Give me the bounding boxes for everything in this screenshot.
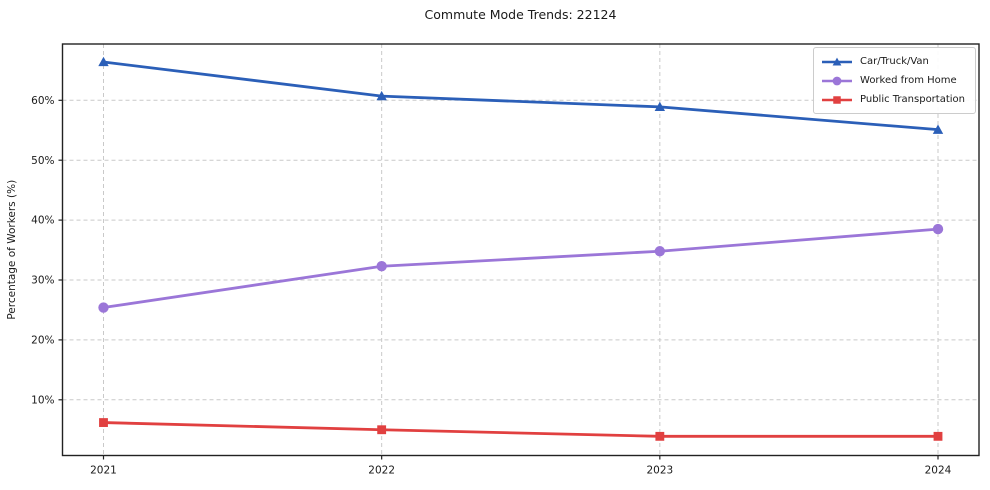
triangle-marker (932, 124, 944, 134)
y-axis-label: Percentage of Workers (%) (6, 180, 18, 320)
legend-label: Worked from Home (860, 75, 957, 86)
triangle-marker (376, 90, 387, 101)
plot-border (61, 43, 980, 457)
y-tick-label: 50% (31, 155, 54, 167)
legend-line-marker-icon (821, 56, 853, 68)
triangle-marker (98, 56, 109, 67)
circle-marker (376, 261, 387, 272)
legend-item-car-truck-van: Car/Truck/Van (821, 53, 965, 70)
y-tick-label: 60% (31, 95, 54, 107)
triangle-marker (832, 57, 842, 66)
y-tick-label: 40% (31, 215, 54, 227)
legend-item-worked-from-home: Worked from Home (821, 72, 965, 89)
circle-marker (654, 246, 666, 257)
series-line (103, 60, 939, 132)
x-tick-label: 2021 (90, 465, 117, 477)
y-tick-label: 10% (31, 394, 54, 406)
legend-label: Public Transportation (860, 94, 965, 105)
square-marker (933, 431, 943, 441)
x-tick-label: 2023 (646, 465, 673, 477)
legend-item-public-transportation: Public Transportation (821, 91, 965, 108)
legend-label: Car/Truck/Van (860, 56, 929, 67)
legend: Car/Truck/Van Worked from Home Public Tr… (813, 47, 976, 114)
square-marker (99, 418, 108, 427)
circle-marker (832, 76, 842, 85)
legend-line-marker-icon (821, 94, 853, 106)
series-line (103, 227, 939, 309)
y-tick-label: 20% (31, 334, 54, 346)
circle-marker (98, 302, 109, 313)
square-marker (377, 425, 387, 435)
legend-line-marker-icon (821, 75, 853, 87)
series-line (103, 421, 938, 438)
square-marker (655, 431, 665, 441)
y-tick-label: 30% (31, 275, 54, 287)
chart-title: Commute Mode Trends: 22124 (424, 7, 617, 22)
circle-marker (932, 223, 944, 235)
x-tick-label: 2022 (368, 465, 395, 477)
x-tick-label: 2024 (925, 465, 952, 477)
square-marker (833, 95, 841, 104)
triangle-marker (654, 101, 666, 112)
